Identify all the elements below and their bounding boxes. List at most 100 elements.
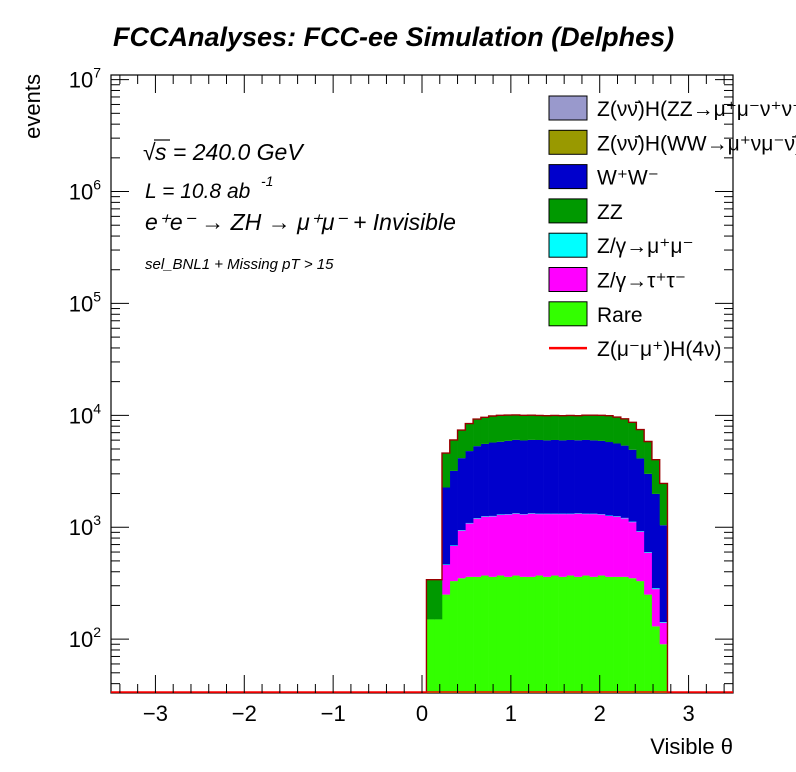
bar (581, 415, 591, 440)
bar (628, 521, 637, 523)
legend-entry: Z/γ→μ⁺μ⁻ (548, 232, 694, 258)
bar (574, 576, 583, 693)
bar (651, 460, 660, 494)
legend-entry: Z(νν̄)H(ZZ→μ⁺μ⁻ν⁺ν⁻) (548, 95, 796, 121)
bar (527, 415, 536, 440)
bar (473, 419, 482, 447)
bar (628, 422, 637, 450)
bar (581, 439, 591, 514)
series-1 (441, 513, 668, 645)
legend-label: Z/γ→μ⁺μ⁻ (597, 235, 694, 258)
bar (589, 576, 598, 693)
bar (488, 416, 497, 443)
legend-entry: ZZ (548, 198, 623, 224)
lumi-exponent: -1 (261, 173, 273, 189)
bar (519, 514, 528, 577)
luminosity-annotation: L = 10.8 ab -1 (145, 173, 273, 203)
selection-annotation: sel_BNL1 + Missing pT > 15 (145, 256, 334, 273)
bar (597, 575, 606, 693)
legend-label: Z(μ⁻μ⁺)H(4ν) (597, 338, 722, 361)
bar (613, 443, 622, 517)
bar (550, 415, 559, 440)
bar (566, 575, 575, 693)
bar (574, 440, 583, 514)
bar (574, 513, 583, 577)
bar (659, 622, 668, 623)
bar (597, 440, 606, 515)
bar (644, 552, 653, 553)
legend-swatch (548, 267, 588, 292)
bar (457, 430, 466, 459)
bar (496, 441, 505, 515)
stack-outline (111, 414, 733, 694)
y-tick-label: 102 (69, 624, 101, 652)
bar (426, 579, 435, 620)
bar (488, 576, 497, 693)
bar (628, 522, 637, 579)
histogram-bars (426, 414, 668, 693)
bar (504, 514, 513, 577)
bar (426, 619, 435, 693)
bar (441, 453, 451, 488)
bar (636, 581, 645, 693)
legend-label: Rare (597, 304, 643, 327)
series-2 (441, 513, 668, 623)
bar (434, 579, 443, 620)
y-tick-label: 106 (69, 177, 101, 205)
bar (589, 415, 598, 441)
legend-entry: Z(μ⁻μ⁺)H(4ν) (549, 338, 722, 361)
bar (434, 619, 443, 693)
bar (511, 575, 521, 693)
legend-swatch (548, 95, 588, 121)
bar (519, 415, 528, 441)
bar (457, 530, 466, 531)
bar (566, 514, 575, 576)
legend-swatch (548, 301, 588, 327)
bar (465, 576, 474, 693)
bar (589, 514, 598, 577)
bar (581, 514, 591, 576)
bar (488, 442, 497, 516)
bar (449, 545, 458, 546)
bar (473, 446, 482, 519)
bar (473, 518, 482, 577)
bar (511, 415, 521, 440)
bar (651, 588, 660, 590)
bar (496, 575, 505, 693)
legend-entry: Rare (548, 301, 643, 327)
bar (543, 440, 552, 514)
bar (620, 419, 629, 446)
bar (636, 531, 645, 532)
bar (644, 441, 653, 474)
bar (558, 514, 567, 577)
bar (613, 576, 622, 693)
bar (480, 443, 489, 517)
annotation-block: √ s = 240.0 GeV L = 10.8 ab -1 e⁺e⁻ → ZH… (143, 139, 456, 273)
bar (651, 626, 660, 693)
bar (636, 531, 645, 582)
bar (527, 439, 536, 514)
bar (535, 575, 544, 693)
bar (449, 581, 458, 693)
bar (511, 439, 521, 514)
bar (465, 451, 474, 523)
bar (636, 458, 645, 532)
bar (441, 487, 451, 565)
bar (504, 576, 513, 693)
x-tick-label: 0 (416, 701, 428, 726)
bar (628, 578, 637, 693)
bar (659, 525, 668, 623)
bar (480, 575, 489, 693)
x-tick-label: −2 (232, 701, 257, 726)
bar (628, 449, 637, 522)
bar (488, 516, 497, 577)
y-tick-label: 105 (69, 288, 101, 316)
bar (480, 417, 489, 444)
bar (504, 440, 513, 515)
bar (566, 415, 575, 440)
bar (535, 514, 544, 576)
bar (511, 513, 521, 576)
bar (449, 470, 458, 546)
bar (597, 415, 606, 441)
x-tick-label: −1 (321, 701, 346, 726)
